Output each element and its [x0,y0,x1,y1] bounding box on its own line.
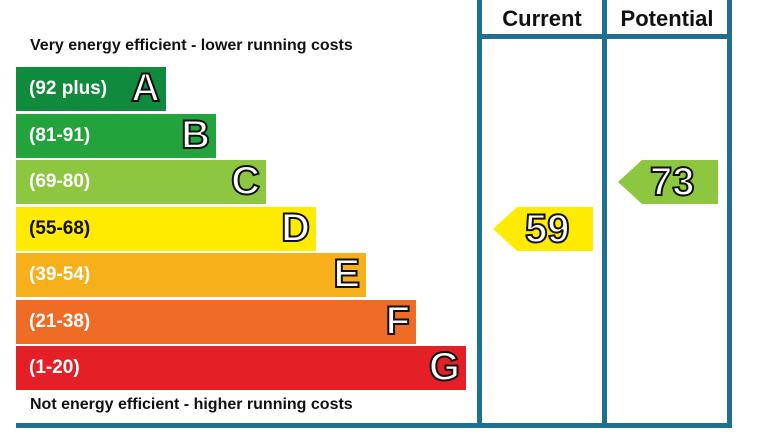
frame-col-left [477,34,482,426]
band-range-label: (55-68) [29,217,91,239]
rating-arrow-shape [618,160,718,204]
band-range-label: (92 plus) [29,78,108,99]
frame-col-right [727,34,732,426]
band-letter: E [332,251,361,297]
frame-top-right [727,0,732,34]
band-letter: G [428,344,461,390]
rating-arrow-shape [493,206,593,251]
rating-arrow-polygon [618,160,718,204]
band-range-label: (69-80) [29,171,91,192]
band-f: (21-38) F [16,298,416,344]
band-range-label: (21-38) [29,310,91,332]
band-letter: F [385,298,411,344]
rating-arrow-polygon [493,206,593,251]
band-range-label: (39-54) [29,264,91,285]
band-letter: A [130,65,161,111]
band-b: (81-91) B [16,112,216,158]
band-range-label: (1-20) [29,357,80,378]
current-rating-value: 59 [524,206,570,252]
current-rating-arrow: 59 [493,206,593,252]
inefficient-caption: Not energy efficient - higher running co… [30,396,353,413]
frame-col-mid [602,34,607,426]
potential-column-header: Potential [620,6,714,31]
band-a: (92 plus) A [16,65,166,111]
band-c: (69-80) C [16,158,266,204]
frame-top-mid [602,0,607,34]
frame-top-left [477,0,482,34]
band-range-label: (81-91) [29,124,91,146]
potential-rating-value: 73 [649,159,695,205]
efficient-caption: Very energy efficient - lower running co… [30,37,353,54]
band-e: (39-54) E [16,251,366,297]
current-column-header: Current [502,6,582,31]
potential-rating-arrow: 73 [618,159,718,205]
band-letter: C [230,158,261,204]
band-g: (1-20) G [16,344,466,390]
frame-bottom-rule [16,423,732,428]
band-letter: B [180,112,211,158]
band-d: (55-68) D [16,205,316,251]
band-letter: D [280,205,311,251]
